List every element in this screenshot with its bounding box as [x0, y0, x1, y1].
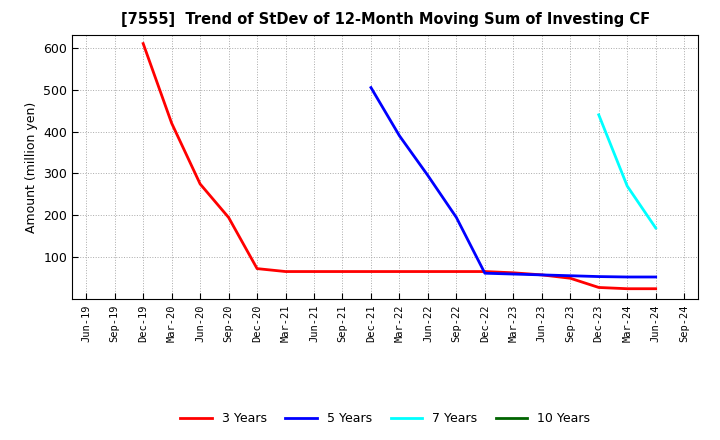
Y-axis label: Amount (million yen): Amount (million yen) — [24, 102, 37, 233]
Legend: 3 Years, 5 Years, 7 Years, 10 Years: 3 Years, 5 Years, 7 Years, 10 Years — [176, 407, 595, 430]
Title: [7555]  Trend of StDev of 12-Month Moving Sum of Investing CF: [7555] Trend of StDev of 12-Month Moving… — [121, 12, 649, 27]
